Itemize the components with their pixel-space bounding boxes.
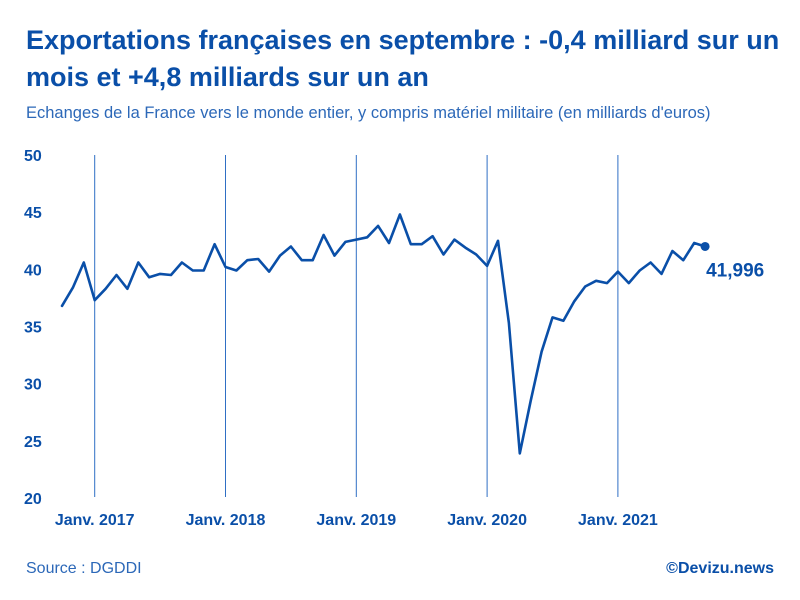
- x-tick-label: Janv. 2020: [447, 512, 527, 529]
- y-axis-ticks: 20 25 30 35 40 45 50: [24, 148, 42, 508]
- brand-credit: ©Devizu.news: [666, 560, 774, 577]
- x-tick-label: Janv. 2021: [578, 512, 658, 529]
- x-tick-label: Janv. 2017: [55, 512, 135, 529]
- y-tick-label: 50: [24, 148, 42, 165]
- last-value-label: 41,996: [706, 260, 764, 281]
- x-tick-label: Janv. 2018: [186, 512, 266, 529]
- y-tick-label: 40: [24, 262, 42, 279]
- exports-series-line: [60, 213, 707, 455]
- x-tick-label: Janv. 2019: [316, 512, 396, 529]
- y-tick-label: 20: [24, 491, 42, 508]
- year-gridlines: [94, 155, 619, 497]
- chart-title: Exportations françaises en septembre : -…: [26, 25, 780, 92]
- chart-subtitle: Echanges de la France vers le monde enti…: [26, 104, 711, 122]
- last-value-point: [700, 241, 710, 251]
- y-tick-label: 45: [24, 205, 42, 222]
- source-note: Source : DGDDI: [26, 560, 142, 577]
- x-axis-ticks: Janv. 2017 Janv. 2018 Janv. 2019 Janv. 2020…: [55, 512, 658, 529]
- y-tick-label: 35: [24, 320, 42, 337]
- y-tick-label: 30: [24, 377, 42, 394]
- y-tick-label: 25: [24, 434, 42, 451]
